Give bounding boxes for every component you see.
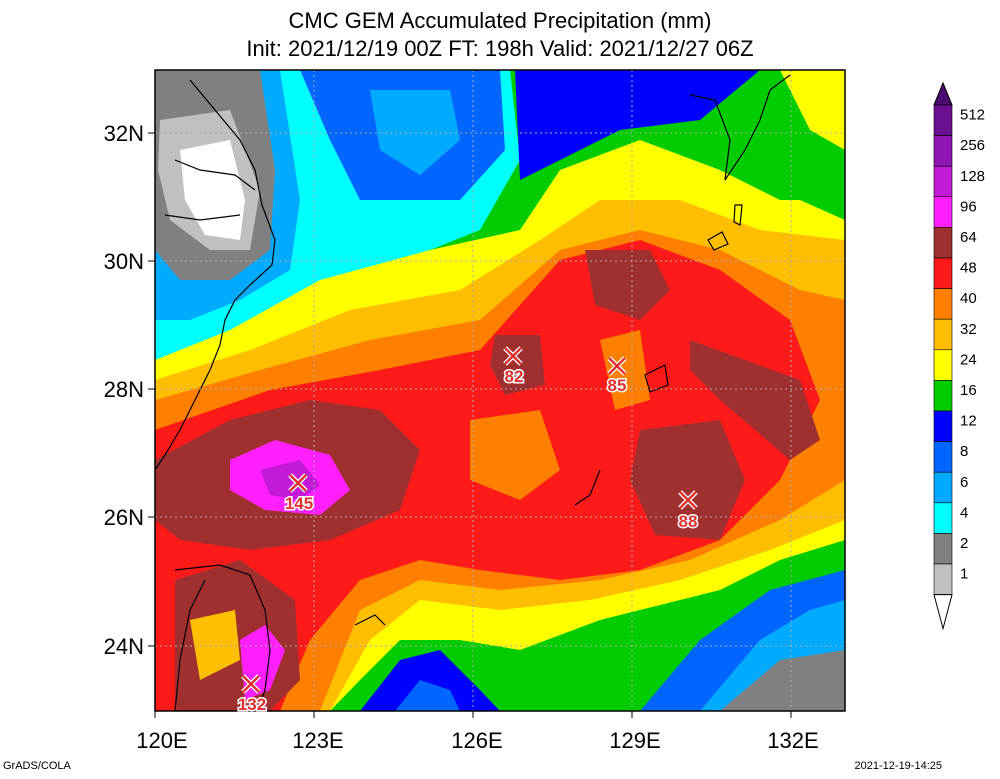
- precipitation-field: [155, 70, 845, 711]
- colorbar-label: 4: [960, 504, 968, 521]
- max-marker: 132: [236, 674, 268, 716]
- lat-label: 30N: [104, 249, 144, 274]
- max-value: 145: [285, 494, 313, 513]
- maxima-markers: 145 132 82 85 88: [236, 346, 699, 716]
- lon-label: 120E: [136, 728, 187, 753]
- colorbar-label: 128: [960, 168, 985, 185]
- footer-timestamp: 2021-12-19-14:25: [854, 760, 942, 772]
- colorbar-label: 1: [960, 566, 968, 583]
- colorbar-label: 48: [960, 260, 977, 277]
- colorbar-swatch: [933, 288, 953, 320]
- colorbar-swatch: [933, 380, 953, 412]
- lat-label: 26N: [104, 505, 144, 530]
- colorbar-label: 512: [960, 107, 985, 124]
- colorbar-swatch: [933, 257, 953, 289]
- lat-label: 28N: [104, 377, 144, 402]
- colorbar-label: 32: [960, 321, 977, 338]
- colorbar-swatch: [933, 441, 953, 473]
- colorbar-swatch: [933, 502, 953, 534]
- max-marker: 88: [677, 490, 699, 533]
- colorbar-swatch: [933, 227, 953, 259]
- max-marker: 82: [503, 346, 525, 388]
- colorbar-swatch: [933, 165, 953, 198]
- max-value: 132: [238, 695, 266, 714]
- lon-label: 132E: [767, 728, 818, 753]
- grid-lines: [155, 70, 845, 711]
- max-marker: 145: [283, 473, 315, 515]
- max-value: 82: [505, 367, 524, 386]
- colorbar-swatch: [933, 104, 953, 136]
- footer-credit: GrADS/COLA: [3, 760, 71, 772]
- colorbar-arrow-bottom: [933, 594, 953, 631]
- colorbar-swatch: [933, 196, 953, 228]
- colorbar-swatch: [933, 318, 953, 351]
- colorbar-label: 256: [960, 137, 985, 154]
- max-value: 85: [608, 376, 627, 395]
- coastlines: [155, 74, 791, 711]
- colorbar-arrow-top: [933, 81, 953, 106]
- colorbar-label: 40: [960, 290, 977, 307]
- colorbar-label: 12: [960, 413, 977, 430]
- colorbar-label: 6: [960, 474, 968, 491]
- lon-label: 129E: [609, 728, 660, 753]
- colorbar-label: 16: [960, 382, 977, 399]
- colorbar-swatch: [933, 135, 953, 167]
- colorbar-label: 96: [960, 198, 977, 215]
- max-marker: 85: [606, 356, 628, 397]
- lon-label: 126E: [451, 728, 502, 753]
- colorbar-swatch: [933, 533, 953, 565]
- map-frame: [154, 69, 846, 712]
- lat-label: 24N: [104, 634, 144, 659]
- colorbar-swatch: [933, 349, 953, 381]
- lon-label: 123E: [292, 728, 343, 753]
- colorbar-label: 24: [960, 351, 977, 368]
- max-value: 88: [679, 512, 698, 531]
- colorbar-label: 64: [960, 229, 977, 246]
- colorbar-label: 2: [960, 535, 968, 552]
- colorbar-label: 8: [960, 443, 968, 460]
- colorbar-swatch: [933, 563, 953, 595]
- colorbar-swatch: [933, 410, 953, 442]
- map-title: CMC GEM Accumulated Precipitation (mm): [288, 8, 712, 33]
- colorbar-swatch: [933, 471, 953, 504]
- map-subtitle: Init: 2021/12/19 00Z FT: 198h Valid: 202…: [246, 36, 754, 61]
- lat-label: 32N: [104, 121, 144, 146]
